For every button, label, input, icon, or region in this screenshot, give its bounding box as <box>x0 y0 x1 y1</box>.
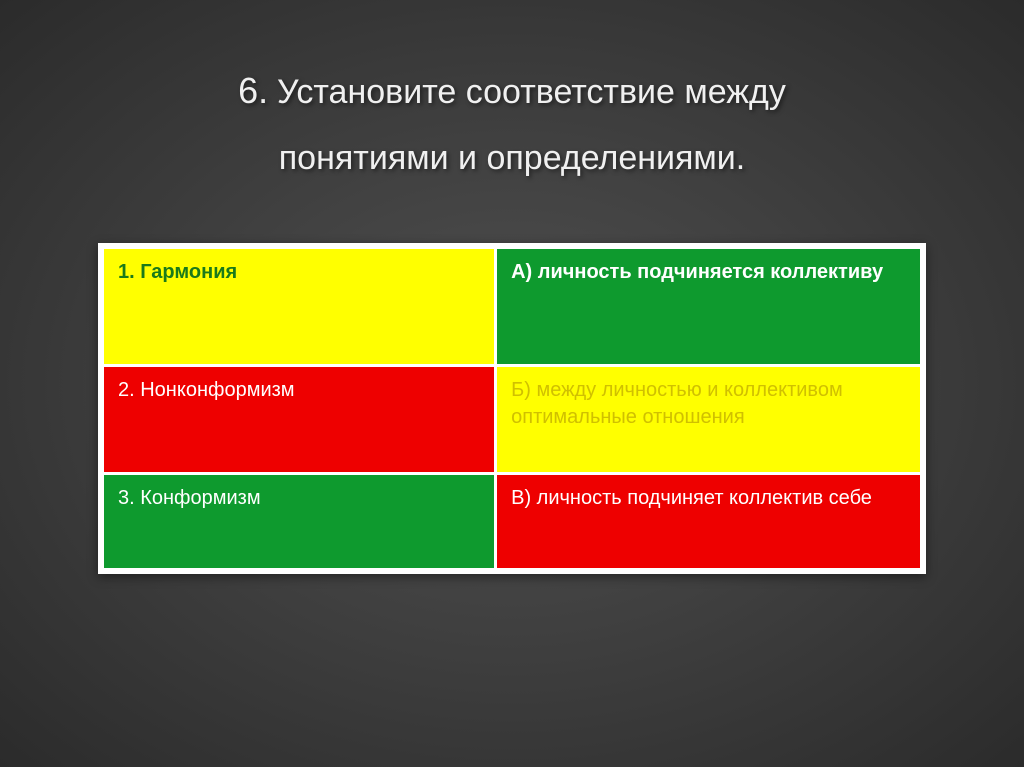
match-table-wrapper: 1. Гармония А) личность подчиняется колл… <box>98 243 926 574</box>
slide-number: 6. <box>238 70 268 111</box>
slide-title: 6. Установите соответствие между понятия… <box>0 60 1024 188</box>
concept-cell-2: 2. Нонконформизм <box>103 365 496 473</box>
table-row: 2. Нонконформизм Б) между личностью и ко… <box>103 365 922 473</box>
slide-title-line1: Установите соответствие между <box>277 73 786 111</box>
slide-title-line2: понятиями и определениями. <box>0 130 1024 188</box>
table-row: 1. Гармония А) личность подчиняется колл… <box>103 247 922 365</box>
match-table: 1. Гармония А) личность подчиняется колл… <box>101 246 923 571</box>
concept-cell-3: 3. Конформизм <box>103 473 496 569</box>
table-row: 3. Конформизм В) личность подчиняет колл… <box>103 473 922 569</box>
definition-cell-3: В) личность подчиняет коллектив себе <box>496 473 922 569</box>
concept-cell-1: 1. Гармония <box>103 247 496 365</box>
definition-cell-2: Б) между личностью и коллективом оптимал… <box>496 365 922 473</box>
definition-cell-1: А) личность подчиняется коллективу <box>496 247 922 365</box>
slide: 6. Установите соответствие между понятия… <box>0 0 1024 767</box>
